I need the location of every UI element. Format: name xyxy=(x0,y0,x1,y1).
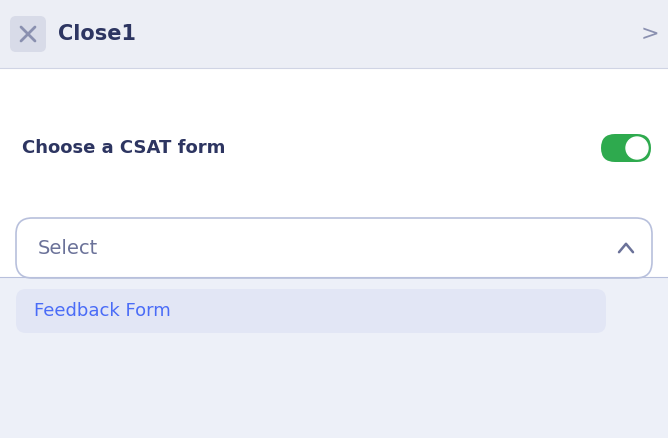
Text: Select: Select xyxy=(38,239,98,258)
Text: Feedback Form: Feedback Form xyxy=(34,302,171,320)
FancyBboxPatch shape xyxy=(0,277,668,438)
FancyBboxPatch shape xyxy=(0,68,668,438)
Text: Close1: Close1 xyxy=(58,24,136,44)
FancyBboxPatch shape xyxy=(16,218,652,278)
Text: >: > xyxy=(641,24,659,44)
Circle shape xyxy=(626,137,648,159)
FancyBboxPatch shape xyxy=(601,134,651,162)
FancyBboxPatch shape xyxy=(16,289,606,333)
FancyBboxPatch shape xyxy=(10,16,46,52)
Text: Choose a CSAT form: Choose a CSAT form xyxy=(22,139,225,157)
FancyBboxPatch shape xyxy=(0,0,668,68)
